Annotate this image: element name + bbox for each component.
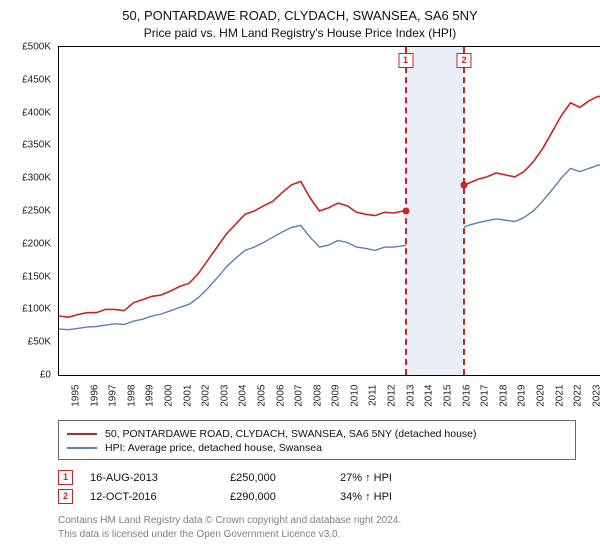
y-axis-labels: £0£50K£100K£150K£200K£250K£300K£350K£400… <box>11 47 55 375</box>
chart-subtitle: Price paid vs. HM Land Registry's House … <box>10 26 590 40</box>
legend-swatch <box>67 433 97 435</box>
sale-marker-dot <box>461 181 468 188</box>
x-tick-label: 1995 <box>70 385 81 407</box>
x-tick-label: 2020 <box>535 385 546 407</box>
x-axis-labels: 1995 1996 1997 1998 1999 2000 2001 2002 2003 2004… <box>59 377 600 413</box>
x-tick-label: 2015 <box>442 385 453 407</box>
y-tick-label: £300K <box>22 173 51 184</box>
y-tick-label: £150K <box>22 271 51 282</box>
x-tick-label: 2007 <box>293 385 304 407</box>
x-tick-label: 2012 <box>386 385 397 407</box>
footnote-line2: This data is licensed under the Open Gov… <box>58 528 576 542</box>
x-tick-label: 2009 <box>331 385 342 407</box>
sale-price: £290,000 <box>230 491 340 503</box>
y-tick-label: £350K <box>22 140 51 151</box>
sale-delta: 34% ↑ HPI <box>340 491 576 503</box>
x-tick-label: 2005 <box>256 385 267 407</box>
footnote-line1: Contains HM Land Registry data © Crown c… <box>58 514 576 528</box>
x-tick-label: 2011 <box>367 385 378 407</box>
sale-row-marker: 1 <box>58 470 73 485</box>
legend-label: 50, PONTARDAWE ROAD, CLYDACH, SWANSEA, S… <box>105 428 477 440</box>
x-tick-label: 2013 <box>405 385 416 407</box>
x-tick-label: 2010 <box>349 385 360 407</box>
x-tick-label: 2023 <box>591 385 600 407</box>
x-tick-label: 2002 <box>200 385 211 407</box>
y-tick-label: £100K <box>22 304 51 315</box>
legend-row: 50, PONTARDAWE ROAD, CLYDACH, SWANSEA, S… <box>67 428 567 440</box>
x-tick-label: 2022 <box>572 385 583 407</box>
y-tick-label: £50K <box>28 337 51 348</box>
legend-row: HPI: Average price, detached house, Swan… <box>67 442 567 454</box>
sale-marker-box: 2 <box>457 53 472 68</box>
y-tick-label: £450K <box>22 74 51 85</box>
sale-marker-dot <box>402 208 409 215</box>
chart-lines-svg <box>59 47 600 375</box>
legend-box: 50, PONTARDAWE ROAD, CLYDACH, SWANSEA, S… <box>58 420 576 460</box>
x-tick-label: 2001 <box>182 385 193 407</box>
legend-swatch <box>67 447 97 449</box>
sale-row-marker: 2 <box>58 489 73 504</box>
sale-row: 2 12-OCT-2016£290,00034% ↑ HPI <box>58 489 576 504</box>
sale-delta: 27% ↑ HPI <box>340 472 576 484</box>
x-tick-label: 2017 <box>479 385 490 407</box>
y-tick-label: £400K <box>22 107 51 118</box>
sale-price: £250,000 <box>230 472 340 484</box>
legend-label: HPI: Average price, detached house, Swan… <box>105 442 322 454</box>
footnote: Contains HM Land Registry data © Crown c… <box>58 514 576 541</box>
x-tick-label: 1996 <box>89 385 100 407</box>
x-tick-label: 2021 <box>554 385 565 407</box>
sale-date: 12-OCT-2016 <box>90 491 230 503</box>
sales-table: 1 16-AUG-2013£250,00027% ↑ HPI 2 12-OCT-201… <box>58 470 576 504</box>
sale-date: 16-AUG-2013 <box>90 472 230 484</box>
sale-vline <box>463 47 465 375</box>
shaded-period <box>406 47 465 375</box>
x-tick-label: 1998 <box>126 385 137 407</box>
x-tick-label: 2016 <box>461 385 472 407</box>
chart-titles: 50, PONTARDAWE ROAD, CLYDACH, SWANSEA, S… <box>10 8 590 40</box>
x-tick-label: 2004 <box>238 385 249 407</box>
chart-title-address: 50, PONTARDAWE ROAD, CLYDACH, SWANSEA, S… <box>10 8 590 23</box>
x-tick-label: 2019 <box>517 385 528 407</box>
x-tick-label: 2006 <box>275 385 286 407</box>
x-tick-label: 2014 <box>424 385 435 407</box>
y-tick-label: £0 <box>40 370 51 381</box>
y-tick-label: £200K <box>22 238 51 249</box>
plot-area: £0£50K£100K£150K£200K£250K£300K£350K£400… <box>58 46 600 376</box>
x-tick-label: 2003 <box>219 385 230 407</box>
series-hpi_swansea <box>59 165 600 330</box>
x-tick-label: 2000 <box>163 385 174 407</box>
chart-container: 50, PONTARDAWE ROAD, CLYDACH, SWANSEA, S… <box>0 0 600 541</box>
y-tick-label: £500K <box>22 42 51 53</box>
sale-row: 1 16-AUG-2013£250,00027% ↑ HPI <box>58 470 576 485</box>
chart-footer-area: 50, PONTARDAWE ROAD, CLYDACH, SWANSEA, S… <box>58 420 576 541</box>
series-property_price <box>59 96 600 317</box>
x-tick-label: 2018 <box>498 385 509 407</box>
x-tick-label: 1999 <box>145 385 156 407</box>
sale-marker-box: 1 <box>398 53 413 68</box>
x-tick-label: 1997 <box>107 385 118 407</box>
y-tick-label: £250K <box>22 206 51 217</box>
x-tick-label: 2008 <box>312 385 323 407</box>
